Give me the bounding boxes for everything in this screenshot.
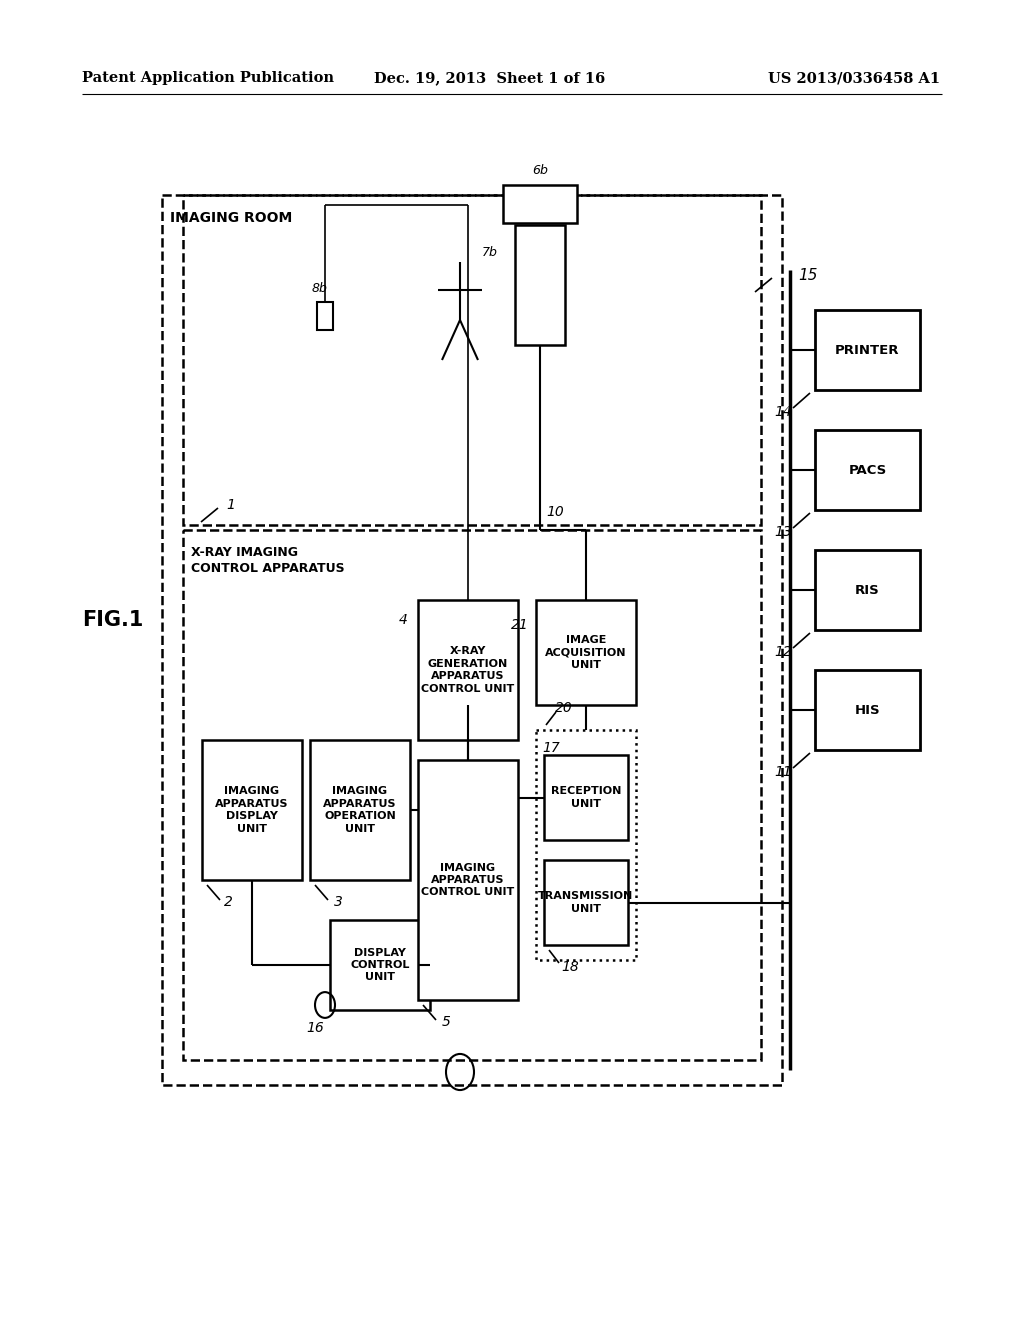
Bar: [503, 185, 577, 223]
Bar: [815, 430, 920, 510]
Bar: [815, 550, 920, 630]
Text: 5: 5: [441, 1015, 451, 1030]
Text: RECEPTION
UNIT: RECEPTION UNIT: [551, 787, 622, 809]
Bar: [330, 920, 430, 1010]
Text: HIS: HIS: [855, 704, 881, 717]
Text: IMAGING ROOM: IMAGING ROOM: [170, 211, 292, 224]
Bar: [515, 224, 565, 345]
Text: X-RAY IMAGING
CONTROL APPARATUS: X-RAY IMAGING CONTROL APPARATUS: [191, 546, 345, 576]
Text: 17: 17: [542, 741, 560, 755]
Text: IMAGING
APPARATUS
OPERATION
UNIT: IMAGING APPARATUS OPERATION UNIT: [324, 787, 396, 834]
Text: 16: 16: [306, 1020, 324, 1035]
Text: 3: 3: [334, 895, 342, 909]
Text: 6b: 6b: [532, 164, 548, 177]
Bar: [418, 601, 518, 741]
Bar: [310, 741, 410, 880]
Bar: [536, 601, 636, 705]
Text: DISPLAY
CONTROL
UNIT: DISPLAY CONTROL UNIT: [350, 948, 410, 982]
Text: 12: 12: [774, 645, 792, 659]
Text: 10: 10: [546, 506, 564, 519]
Bar: [202, 741, 302, 880]
Text: 8b: 8b: [312, 281, 328, 294]
Bar: [815, 671, 920, 750]
Text: 21: 21: [511, 618, 528, 632]
Bar: [183, 195, 761, 525]
Text: Dec. 19, 2013  Sheet 1 of 16: Dec. 19, 2013 Sheet 1 of 16: [375, 71, 605, 84]
Text: Patent Application Publication: Patent Application Publication: [82, 71, 334, 84]
Text: 20: 20: [555, 701, 572, 715]
Text: 15: 15: [799, 268, 818, 282]
Text: 14: 14: [774, 405, 792, 418]
Text: 13: 13: [774, 525, 792, 539]
Bar: [544, 755, 628, 840]
Text: 11: 11: [774, 766, 792, 779]
Bar: [162, 195, 782, 1085]
Text: TRANSMISSION
UNIT: TRANSMISSION UNIT: [539, 891, 634, 913]
Text: X-RAY
GENERATION
APPARATUS
CONTROL UNIT: X-RAY GENERATION APPARATUS CONTROL UNIT: [421, 647, 515, 693]
Text: 1: 1: [226, 498, 236, 512]
Text: 2: 2: [223, 895, 232, 909]
Text: IMAGING
APPARATUS
DISPLAY
UNIT: IMAGING APPARATUS DISPLAY UNIT: [215, 787, 289, 834]
Text: FIG.1: FIG.1: [82, 610, 143, 630]
Bar: [536, 730, 636, 960]
Text: IMAGE
ACQUISITION
UNIT: IMAGE ACQUISITION UNIT: [545, 635, 627, 671]
Bar: [418, 760, 518, 1001]
Text: PACS: PACS: [848, 463, 887, 477]
Bar: [183, 531, 761, 1060]
Text: IMAGING
APPARATUS
CONTROL UNIT: IMAGING APPARATUS CONTROL UNIT: [421, 862, 515, 898]
Text: 7b: 7b: [482, 246, 498, 259]
Bar: [317, 302, 333, 330]
Bar: [544, 861, 628, 945]
Text: PRINTER: PRINTER: [836, 343, 900, 356]
Text: RIS: RIS: [855, 583, 880, 597]
Text: US 2013/0336458 A1: US 2013/0336458 A1: [768, 71, 940, 84]
Text: 4: 4: [398, 612, 408, 627]
Bar: [815, 310, 920, 389]
Text: 18: 18: [561, 960, 579, 974]
